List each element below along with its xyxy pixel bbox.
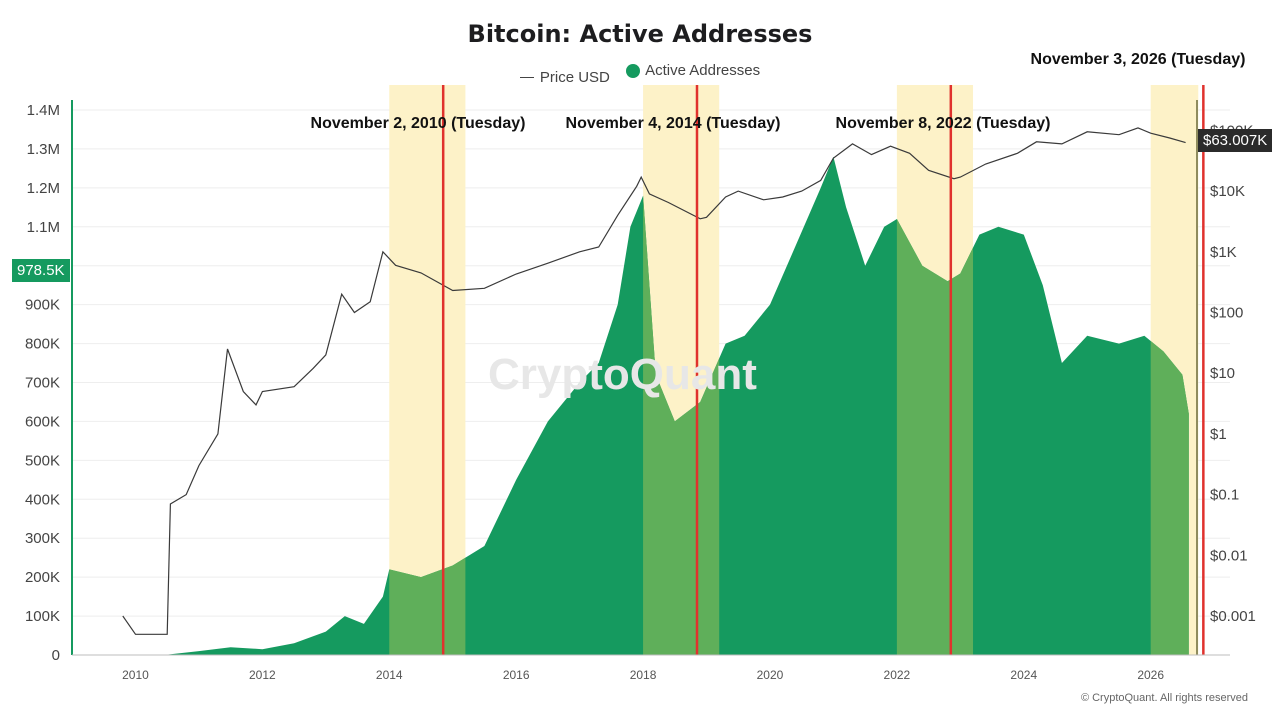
legend-item-active-addresses[interactable]: Active Addresses <box>626 62 760 79</box>
legend-dot-swatch <box>626 63 641 78</box>
highlight-band <box>389 85 466 655</box>
current-active-addresses-tag: 978.5K <box>12 259 70 282</box>
y-left-tick-label: 700K <box>25 375 60 392</box>
event-lines <box>441 85 1205 655</box>
y-right-tick-label: $0.001 <box>1210 608 1256 625</box>
event-annotation: November 8, 2022 (Tuesday) <box>836 115 1051 132</box>
x-tick-label: 2014 <box>376 668 403 682</box>
y-left-tick-label: 800K <box>25 336 60 353</box>
x-tick-label: 2016 <box>503 668 530 682</box>
y-right-tick-label: $1 <box>1210 426 1227 443</box>
event-annotation: November 3, 2026 (Tuesday) <box>1031 51 1246 68</box>
watermark: CryptoQuant <box>488 350 757 399</box>
y-left-tick-label: 1.3M <box>27 141 60 158</box>
legend-line-swatch <box>519 76 534 78</box>
y-right-tick-label: $10 <box>1210 365 1235 382</box>
current-price-tag: $63.007K <box>1198 129 1273 152</box>
y-right-tick-label: $0.1 <box>1210 487 1239 504</box>
legend-label-price: Price USD <box>539 68 610 86</box>
y-left-tick-label: 100K <box>25 608 60 625</box>
legend-label-active-addresses: Active Addresses <box>645 62 761 79</box>
price-series <box>122 127 1186 635</box>
event-annotation: November 2, 2010 (Tuesday) <box>311 115 526 132</box>
y-left-tick-label: 600K <box>25 413 60 430</box>
x-tick-label: 2010 <box>122 668 149 682</box>
y-left-tick-label: 500K <box>25 452 60 469</box>
annotations: November 2, 2010 (Tuesday) November 4, 20… <box>311 51 1246 132</box>
y-right-tick-label: $1K <box>1210 244 1237 261</box>
y-left-tick-label: 400K <box>25 491 60 508</box>
y-left-tick-label: 200K <box>25 569 60 586</box>
chart-title: Bitcoin: Active Addresses <box>467 20 813 48</box>
x-tick-label: 2018 <box>630 668 657 682</box>
axes: 0100K200K300K400K500K600K700K800K900K1M1… <box>25 100 1256 682</box>
x-tick-label: 2026 <box>1137 668 1164 682</box>
legend: Price USD Active Addresses <box>0 62 1280 86</box>
y-left-tick-label: 1.2M <box>27 180 60 197</box>
copyright-footer: © CryptoQuant. All rights reserved <box>1080 692 1248 704</box>
y-right-tick-label: $0.01 <box>1210 547 1248 564</box>
y-right-tick-label: $100 <box>1210 305 1243 322</box>
x-tick-label: 2024 <box>1010 668 1037 682</box>
x-tick-label: 2012 <box>249 668 276 682</box>
x-tick-label: 2020 <box>757 668 784 682</box>
legend-item-price[interactable]: Price USD <box>519 68 610 86</box>
active-addresses-series <box>122 156 1189 655</box>
price-line <box>122 127 1186 635</box>
active-addresses-area-highlighted <box>389 156 1189 655</box>
y-left-tick-label: 300K <box>25 530 60 547</box>
x-tick-label: 2022 <box>884 668 911 682</box>
y-left-tick-label: 900K <box>25 297 60 314</box>
y-left-tick-label: 1.1M <box>27 219 60 236</box>
y-right-tick-label: $10K <box>1210 183 1245 200</box>
y-left-tick-label: 0 <box>52 647 60 664</box>
event-annotation: November 4, 2014 (Tuesday) <box>566 115 781 132</box>
y-left-tick-label: 1.4M <box>27 102 60 119</box>
